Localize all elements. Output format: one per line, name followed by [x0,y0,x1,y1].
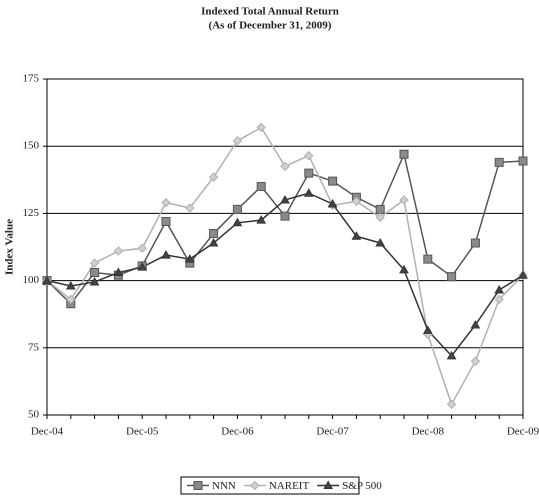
marker [351,231,362,240]
legend-marker [323,480,334,489]
y-tick-label: 175 [23,73,40,85]
marker [447,272,457,282]
y-axis-label: Index Value [4,219,16,275]
x-tick-label: Dec-04 [31,426,64,438]
marker [256,182,266,192]
series-line [46,151,524,305]
marker [89,258,100,268]
marker [66,294,76,305]
marker [184,254,195,263]
marker [303,188,314,197]
marker [113,267,124,277]
marker [280,161,290,172]
marker [470,356,481,366]
marker [161,250,171,259]
marker [399,149,409,159]
y-tick-label: 150 [23,140,40,152]
marker [494,157,504,167]
legend-label: NAREIT [269,480,310,492]
marker [446,350,457,360]
marker [113,246,124,256]
marker [137,243,147,254]
marker [89,276,100,286]
marker [518,156,528,166]
y-tick-label: 100 [23,274,40,286]
marker [351,196,362,207]
x-tick-label: Dec-09 [507,426,539,438]
marker [470,238,480,248]
y-tick-label: 50 [28,409,40,421]
marker [256,122,266,133]
marker [209,229,219,239]
marker [375,204,385,214]
marker [232,204,242,214]
marker [280,211,290,221]
marker [42,275,52,285]
marker [232,136,243,146]
marker [470,319,481,329]
marker [208,237,219,247]
marker [90,268,100,278]
marker [518,270,528,279]
legend-label: S&P 500 [342,480,382,492]
y-tick-label: 75 [28,341,40,353]
marker [375,212,385,223]
x-tick-label: Dec-06 [221,426,254,438]
marker [161,197,171,208]
marker [185,203,195,213]
marker [327,198,338,208]
marker [280,194,290,204]
marker [494,285,505,294]
marker [328,176,338,186]
marker [137,262,148,271]
marker [65,280,76,290]
marker [232,217,243,227]
marker [375,237,386,247]
marker [208,172,219,182]
x-tick-label: Dec-08 [412,426,445,438]
x-tick-label: Dec-05 [126,426,159,438]
marker [422,325,433,334]
marker [494,294,504,305]
chart-title: Indexed Total Annual Return [201,6,339,18]
legend-marker [250,480,260,491]
marker [256,215,267,224]
y-tick-label: 125 [23,207,40,219]
x-tick-label: Dec-07 [316,426,349,438]
marker [399,195,409,205]
marker [446,399,457,409]
legend-label: NNN [212,480,236,492]
marker [161,216,171,226]
marker [304,168,314,178]
marker [423,254,433,264]
marker [304,150,314,161]
marker [399,264,409,274]
legend-marker [193,481,203,490]
chart-subtitle: (As of December 31, 2009) [209,20,332,32]
legend-box [180,476,360,495]
